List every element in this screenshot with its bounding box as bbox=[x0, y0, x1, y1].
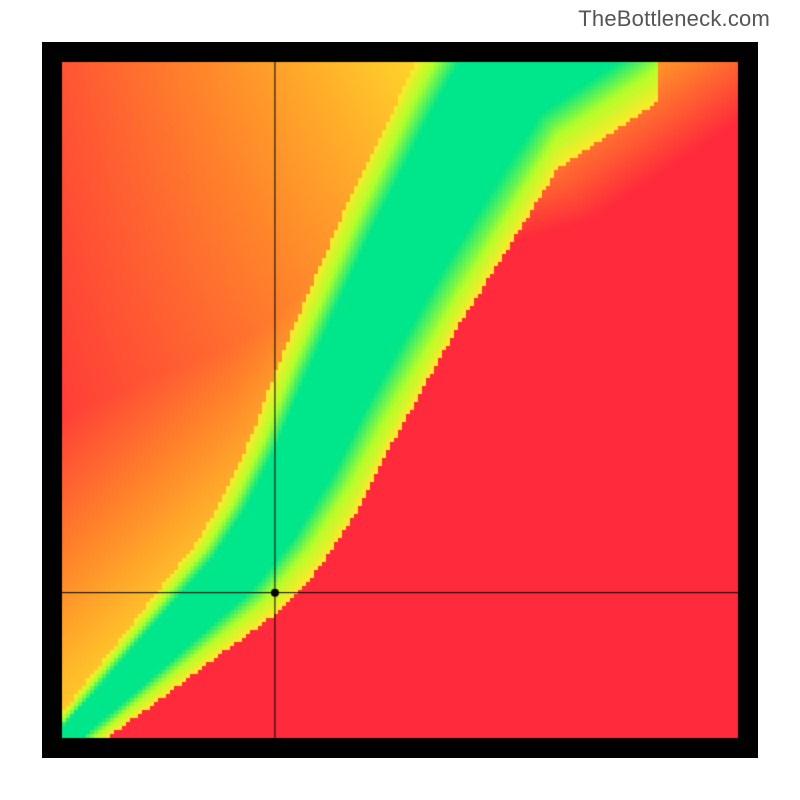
watermark-text: TheBottleneck.com bbox=[578, 6, 770, 32]
plot-frame bbox=[42, 42, 758, 758]
chart-container: TheBottleneck.com bbox=[0, 0, 800, 800]
heatmap-canvas bbox=[42, 42, 758, 758]
